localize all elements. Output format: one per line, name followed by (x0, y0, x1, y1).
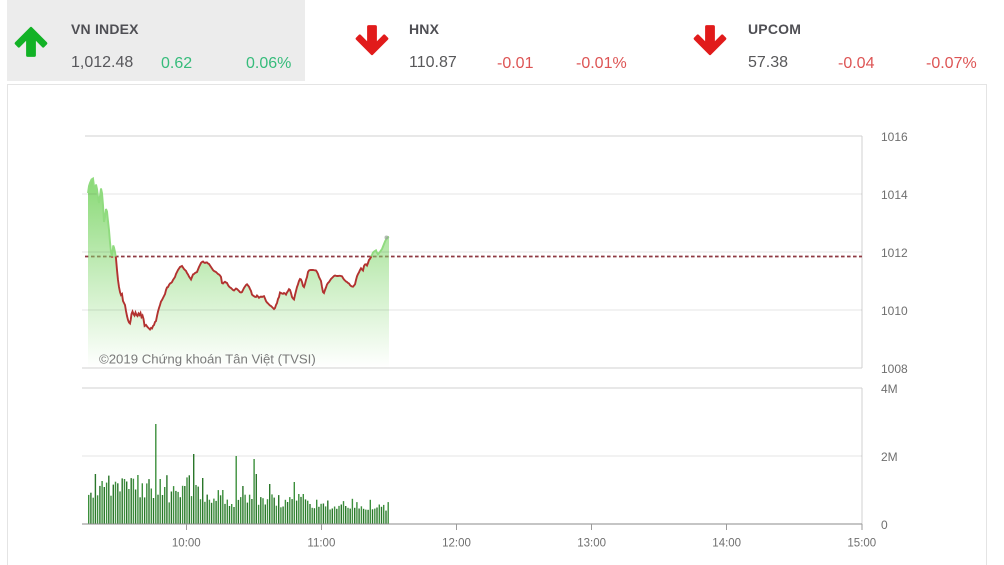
svg-text:11:00: 11:00 (307, 538, 335, 550)
svg-text:13:00: 13:00 (577, 538, 606, 550)
svg-text:2M: 2M (881, 450, 898, 464)
svg-text:©2019 Chứng khoán Tân Việt (TV: ©2019 Chứng khoán Tân Việt (TVSI) (99, 352, 316, 367)
svg-text:12:00: 12:00 (442, 538, 471, 550)
svg-text:1012: 1012 (881, 246, 908, 260)
svg-text:14:00: 14:00 (712, 538, 741, 550)
svg-text:0: 0 (881, 518, 888, 532)
svg-text:1016: 1016 (881, 130, 908, 144)
svg-text:15:00: 15:00 (847, 538, 876, 550)
svg-text:1008: 1008 (881, 362, 908, 376)
svg-text:1014: 1014 (881, 188, 908, 202)
svg-text:4M: 4M (881, 382, 898, 396)
svg-text:10:00: 10:00 (172, 538, 201, 550)
svg-text:1010: 1010 (881, 304, 908, 318)
